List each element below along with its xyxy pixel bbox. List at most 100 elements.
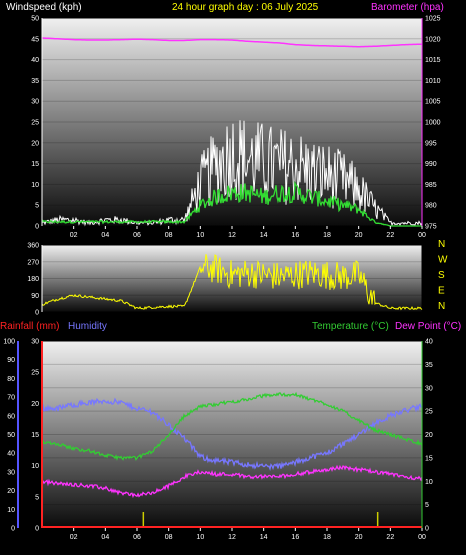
y-tick-label: 30 [425, 385, 433, 392]
x-tick-label: 16 [291, 232, 299, 239]
temperature-time-axis: 02 04 06 08 10 12 14 16 18 20 22 00 [70, 528, 426, 541]
y-tick-label: 10 [31, 463, 39, 470]
x-tick-label: 04 [101, 534, 109, 541]
x-tick-label: 00 [418, 232, 426, 239]
barometer-label: Barometer (hpa) [371, 2, 444, 13]
y-tick-label: 20 [31, 401, 39, 408]
wind-direction-line [41, 254, 423, 311]
y-tick-label: 40 [31, 57, 39, 64]
y-tick-label: 1025 [425, 16, 441, 23]
x-tick-label: 12 [228, 534, 236, 541]
y-tick-label: 40 [425, 339, 433, 346]
x-tick-label: 00 [418, 534, 426, 541]
y-tick-label: 10 [425, 479, 433, 486]
y-tick-label: 975 [425, 224, 437, 231]
x-tick-label: 22 [386, 534, 394, 541]
y-tick-label: 0 [425, 526, 429, 533]
y-tick-label: 1015 [425, 57, 441, 64]
y-tick-label: 1020 [425, 36, 441, 43]
wind-speed-series [41, 37, 423, 227]
y-tick-label: 25 [31, 120, 39, 127]
y-tick-label: 100 [3, 339, 15, 346]
rainfall-axis: 0 5 10 15 20 25 30 [31, 339, 43, 533]
x-tick-label: 14 [260, 232, 268, 239]
x-tick-label: 20 [355, 534, 363, 541]
x-tick-label: 02 [70, 534, 78, 541]
y-tick-label: 0 [35, 526, 39, 533]
x-tick-label: 10 [196, 534, 204, 541]
windspeed-line [41, 120, 423, 227]
x-tick-label: 20 [355, 232, 363, 239]
y-tick-label: 985 [425, 182, 437, 189]
compass-label: N [438, 239, 445, 250]
y-tick-label: 45 [31, 36, 39, 43]
dewpoint-line [41, 464, 423, 499]
y-tick-label: 5 [425, 502, 429, 509]
rainfall-label: Rainfall (mm) [0, 321, 59, 332]
y-tick-label: 1010 [425, 78, 441, 85]
wind-speed-axis: 0 5 10 15 20 25 30 35 40 45 50 [31, 16, 43, 231]
y-tick-label: 1005 [425, 99, 441, 106]
humidity-axis: 0 10 20 30 40 50 60 70 80 90 100 [3, 339, 19, 533]
temperature-axis: 0 5 10 15 20 25 30 35 40 [421, 339, 433, 533]
temperature-line [41, 391, 423, 461]
y-tick-label: 50 [7, 432, 15, 439]
y-tick-label: 15 [31, 432, 39, 439]
x-tick-label: 08 [165, 534, 173, 541]
compass-label: N [438, 301, 445, 312]
x-tick-label: 06 [133, 534, 141, 541]
y-tick-label: 30 [31, 339, 39, 346]
y-tick-label: 360 [27, 243, 39, 250]
y-tick-label: 90 [7, 357, 15, 364]
temperature-label: Temperature (°C) [312, 321, 389, 332]
y-tick-label: 35 [425, 362, 433, 369]
y-tick-label: 20 [31, 140, 39, 147]
x-tick-label: 04 [101, 232, 109, 239]
humidity-label: Humidity [68, 321, 107, 332]
y-tick-label: 10 [7, 507, 15, 514]
y-tick-label: 70 [7, 395, 15, 402]
y-tick-label: 90 [31, 293, 39, 300]
x-tick-label: 02 [70, 232, 78, 239]
y-tick-label: 50 [31, 16, 39, 23]
x-tick-label: 18 [323, 232, 331, 239]
x-tick-label: 10 [196, 232, 204, 239]
temperature-series [41, 391, 423, 528]
wind-speed-time-axis: 02 04 06 08 10 12 14 16 18 20 22 00 [70, 226, 426, 239]
y-tick-label: 25 [425, 409, 433, 416]
y-tick-label: 15 [31, 161, 39, 168]
windspeed-label: Windspeed (kph) [6, 2, 82, 13]
compass-label: E [438, 286, 445, 297]
y-tick-label: 30 [7, 469, 15, 476]
y-tick-label: 180 [27, 276, 39, 283]
y-tick-label: 10 [31, 182, 39, 189]
x-tick-label: 12 [228, 232, 236, 239]
y-tick-label: 990 [425, 161, 437, 168]
y-tick-label: 270 [27, 259, 39, 266]
wind-speed-grid [42, 38, 422, 206]
y-tick-label: 5 [35, 203, 39, 210]
y-tick-label: 30 [31, 99, 39, 106]
y-tick-label: 995 [425, 140, 437, 147]
dewpoint-label: Dew Point (°C) [395, 321, 461, 332]
y-tick-label: 980 [425, 203, 437, 210]
y-tick-label: 35 [31, 78, 39, 85]
x-tick-label: 06 [133, 232, 141, 239]
humidity-line [41, 397, 423, 471]
y-tick-label: 20 [425, 432, 433, 439]
y-tick-label: 15 [425, 455, 433, 462]
x-tick-label: 22 [386, 232, 394, 239]
y-tick-label: 80 [7, 376, 15, 383]
y-tick-label: 20 [7, 488, 15, 495]
x-tick-label: 08 [165, 232, 173, 239]
wind-average-line [41, 180, 422, 227]
barometer-axis: 975 980 985 990 995 1000 1005 1010 1015 1020 1025 [421, 16, 441, 231]
y-tick-label: 0 [35, 310, 39, 317]
y-tick-label: 25 [31, 370, 39, 377]
temperature-grid [42, 363, 422, 506]
wind-direction-axis: 0 90 180 270 360 [27, 243, 43, 317]
graph-title: 24 hour graph day : 06 July 2025 [172, 2, 319, 13]
y-tick-label: 0 [11, 526, 15, 533]
